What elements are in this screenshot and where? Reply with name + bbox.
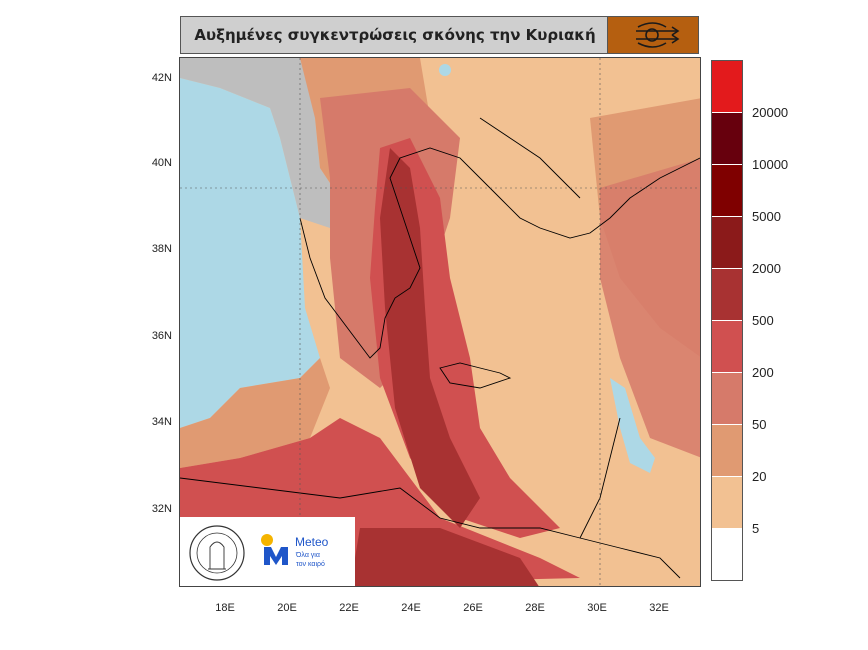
legend-label-20000: 20000: [752, 105, 789, 120]
legend-cell-above-20000: [712, 61, 742, 113]
legend-cell-below-5: [712, 529, 742, 580]
legend-label-500: 500: [752, 313, 774, 328]
lon-label-20e: 20E: [277, 602, 297, 614]
legend-cell-5-20: [712, 477, 742, 529]
cyclone-symbol-icon: [607, 17, 698, 53]
legend-cell-50-200: [712, 373, 742, 425]
lon-label-26e: 26E: [463, 602, 483, 614]
lon-label-24e: 24E: [401, 602, 421, 614]
lake-no-dust: [439, 64, 451, 76]
dust-level-20-southwest: [180, 358, 330, 468]
lon-label-30e: 30E: [587, 602, 607, 614]
lat-label-40n: 40N: [151, 157, 172, 169]
legend-label-5: 5: [752, 521, 760, 536]
dust-concentration-map: [179, 57, 701, 587]
lat-label-38n: 38N: [151, 243, 172, 255]
legend-label-2000: 2000: [752, 261, 781, 276]
lon-label-32e: 32E: [649, 602, 669, 614]
legend-label-20: 20: [752, 469, 767, 484]
meteo-tagline-line2: τον καιρό: [296, 561, 325, 568]
lon-label-18e: 18E: [215, 602, 235, 614]
lake-nasser-no-dust: [610, 378, 655, 473]
lat-label-36n: 36N: [151, 330, 172, 342]
legend-cell-10000-20000: [712, 113, 742, 165]
legend-cell-2000-5000: [712, 217, 742, 269]
legend-label-10000: 10000: [752, 157, 789, 172]
national-observatory-athens-seal-icon: [189, 525, 245, 581]
lat-label-34n: 34N: [151, 416, 172, 428]
graticule: [180, 58, 700, 586]
lat-label-32n: 32N: [151, 503, 172, 515]
coastlines: [180, 117, 700, 579]
legend-label-50: 50: [752, 417, 767, 432]
legend-label-200: 200: [752, 365, 774, 380]
legend-cell-200-500: [712, 321, 742, 373]
meteo-tagline-line1: Όλα για: [296, 552, 320, 559]
lat-label-42n: 42N: [151, 72, 172, 84]
logos-panel: Meteo Όλα για τον καιρό: [180, 517, 355, 586]
color-legend: [711, 60, 743, 581]
meteo-name: Meteo: [295, 535, 329, 549]
map-title: Αυξημένες συγκεντρώσεις σκόνης την Κυρια…: [194, 26, 596, 80]
dust-level-500-south: [350, 528, 539, 586]
legend-cell-5000-10000: [712, 165, 742, 217]
lon-label-22e: 22E: [339, 602, 359, 614]
meteo-logo-icon: [261, 534, 288, 565]
title-bar: Αυξημένες συγκεντρώσεις σκόνης την Κυρια…: [180, 16, 699, 80]
legend-label-5000: 5000: [752, 209, 781, 224]
legend-cell-20-50: [712, 425, 742, 477]
sea-no-dust-west: [180, 78, 320, 428]
no-data-land: [180, 58, 340, 228]
dust-level-500-core: [380, 148, 480, 528]
lon-label-28e: 28E: [525, 602, 545, 614]
dust-level-50-east: [600, 158, 700, 458]
legend-cell-500-2000: [712, 269, 742, 321]
